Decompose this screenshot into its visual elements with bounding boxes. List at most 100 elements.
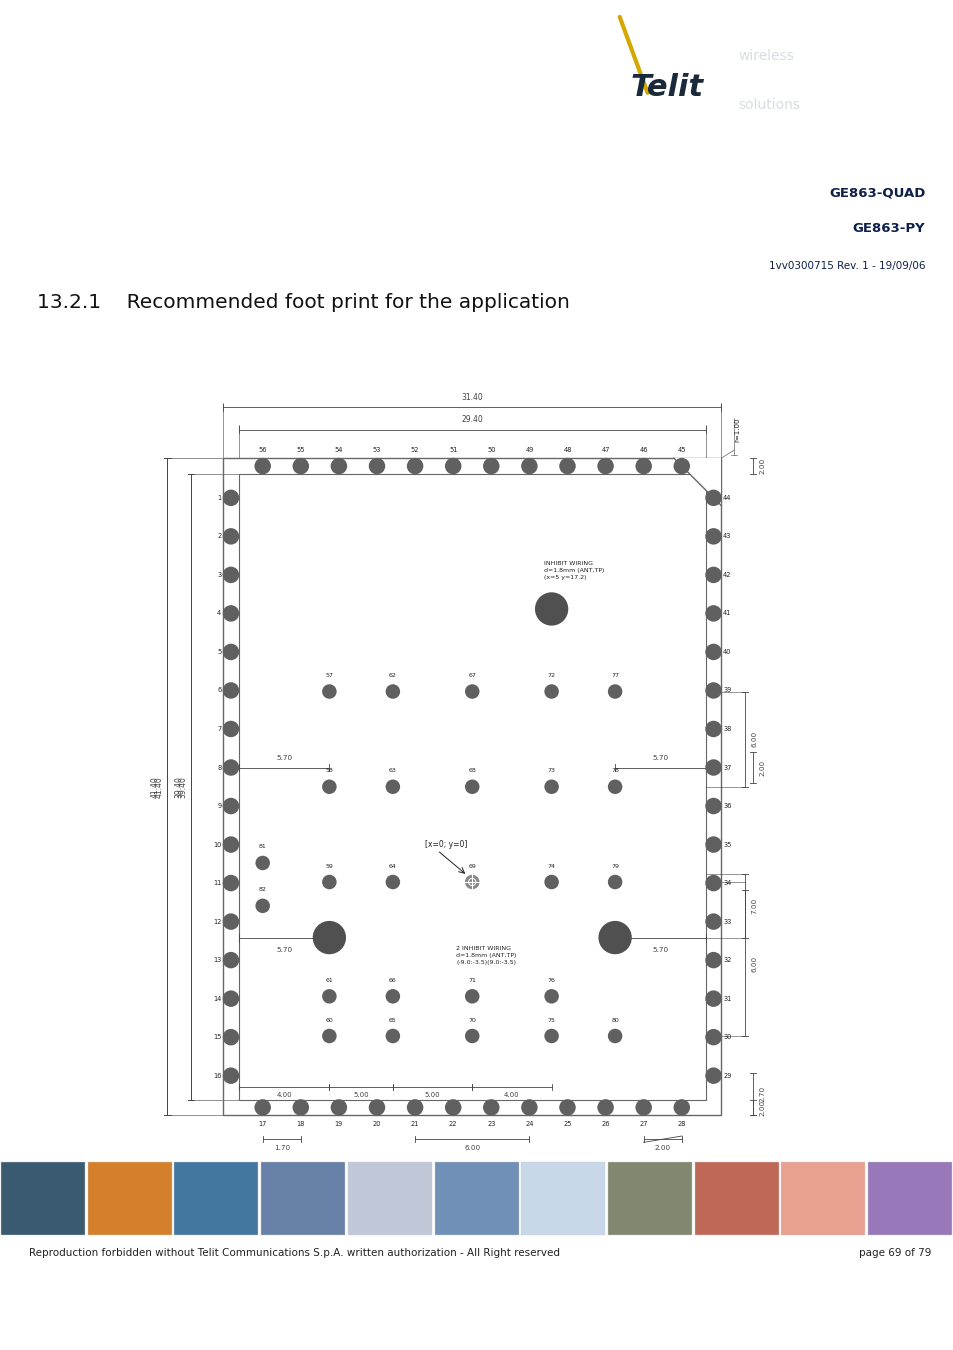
Circle shape [222,798,239,814]
Text: 4.00: 4.00 [276,1092,292,1099]
Circle shape [369,1099,385,1115]
Text: 31: 31 [722,996,731,1002]
Text: 7.00: 7.00 [751,898,757,914]
Circle shape [222,605,239,621]
Bar [261,1162,345,1235]
Circle shape [520,1099,537,1115]
Text: 49: 49 [525,447,533,454]
Circle shape [704,836,721,853]
Text: 5.70: 5.70 [652,948,668,953]
Text: 30: 30 [722,1034,731,1040]
Circle shape [704,991,721,1007]
Text: 75: 75 [547,1018,555,1022]
Circle shape [385,990,399,1003]
Text: 4: 4 [217,610,221,617]
Text: 6.00: 6.00 [751,732,757,747]
Circle shape [544,684,558,699]
Text: r=1.00: r=1.00 [734,417,740,443]
Text: 29.40: 29.40 [461,414,482,424]
Circle shape [607,684,621,699]
Circle shape [222,721,239,737]
Text: 3: 3 [217,572,221,578]
Text: 28: 28 [677,1120,685,1127]
Text: 41: 41 [722,610,731,617]
Circle shape [222,836,239,853]
Circle shape [704,798,721,814]
Text: 2.00: 2.00 [654,1145,670,1150]
Text: 59: 59 [325,864,333,868]
Text: 64: 64 [389,864,396,868]
Text: page 69 of 79: page 69 of 79 [858,1247,930,1258]
Circle shape [331,1099,347,1115]
Text: 2: 2 [217,533,221,540]
Text: 17: 17 [258,1120,267,1127]
Text: 54: 54 [335,447,343,454]
Text: 63: 63 [389,768,396,774]
Text: 61: 61 [325,977,333,983]
Text: 40: 40 [722,649,731,655]
Circle shape [385,875,399,890]
Text: 62: 62 [389,674,396,678]
Circle shape [704,875,721,891]
Text: 45: 45 [677,447,685,454]
Text: 5.70: 5.70 [652,755,668,761]
Text: 5.70: 5.70 [275,948,292,953]
Circle shape [331,458,347,474]
Bar [174,1162,258,1235]
Circle shape [385,779,399,794]
Text: 32: 32 [722,957,731,963]
Circle shape [293,458,309,474]
Circle shape [406,1099,423,1115]
Text: 36: 36 [722,803,731,809]
Circle shape [704,1068,721,1084]
Text: 39: 39 [722,687,731,694]
Text: 60: 60 [325,1018,333,1022]
Circle shape [597,1099,613,1115]
Text: 15: 15 [213,1034,221,1040]
Text: 77: 77 [611,674,618,678]
Circle shape [255,856,270,871]
Text: 25: 25 [562,1120,571,1127]
Text: 23: 23 [487,1120,495,1127]
Text: 20: 20 [373,1120,381,1127]
Text: 1.70: 1.70 [274,1145,290,1150]
Text: 11: 11 [213,880,221,886]
Bar [1,1162,85,1235]
Bar [88,1162,172,1235]
Bar [435,1162,518,1235]
Circle shape [704,759,721,776]
Circle shape [322,990,336,1003]
Text: 29: 29 [722,1073,731,1079]
Circle shape [704,721,721,737]
Text: 34: 34 [722,880,731,886]
Text: 13.2.1    Recommended foot print for the application: 13.2.1 Recommended foot print for the ap… [37,293,570,312]
Text: 6.00: 6.00 [464,1145,479,1150]
Text: 43: 43 [722,533,731,540]
Text: INHIBIT WIRING
d=1.8mm (ANT,TP)
(x=5 y=17.2): INHIBIT WIRING d=1.8mm (ANT,TP) (x=5 y=1… [543,562,603,580]
Text: 5: 5 [217,649,221,655]
Text: 81: 81 [258,845,266,849]
Circle shape [558,458,576,474]
Text: 13: 13 [213,957,221,963]
Circle shape [222,567,239,583]
Text: 5.00: 5.00 [424,1092,440,1099]
Circle shape [704,682,721,699]
Text: 65: 65 [389,1018,396,1022]
Circle shape [520,458,537,474]
Text: 82: 82 [258,887,266,892]
Text: 55: 55 [296,447,305,454]
Text: 12: 12 [213,918,221,925]
Circle shape [635,1099,651,1115]
Text: 6: 6 [217,687,221,694]
Circle shape [313,921,346,954]
Text: 37: 37 [722,764,731,771]
Text: 26: 26 [600,1120,609,1127]
Text: wireless: wireless [738,49,793,62]
Text: 68: 68 [468,768,476,774]
Text: 67: 67 [468,674,476,678]
Circle shape [597,458,613,474]
Text: [x=0; y=0]: [x=0; y=0] [424,840,467,849]
Text: 41.40: 41.40 [154,776,164,798]
Text: 52: 52 [411,447,419,454]
Text: 7: 7 [217,726,221,732]
